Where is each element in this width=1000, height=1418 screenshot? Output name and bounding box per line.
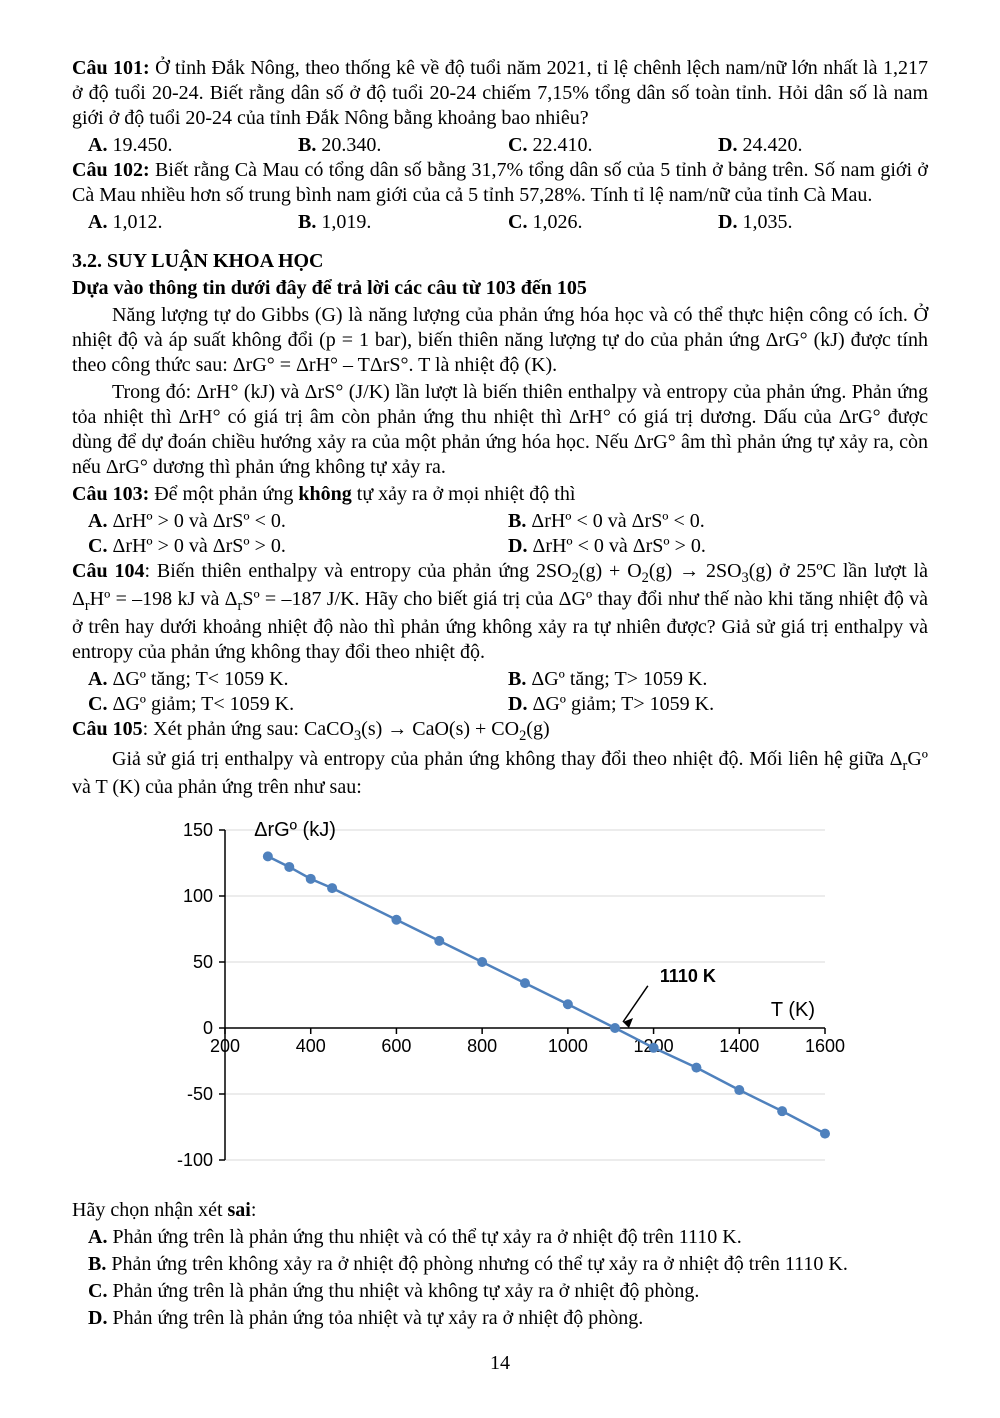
q104-a: ΔGº tăng; T< 1059 K. <box>112 668 288 690</box>
q102-text: Biết rằng Cà Mau có tổng dân số bằng 31,… <box>72 159 928 206</box>
q105: Câu 105: Xét phản ứng sau: CaCO3(s) → Ca… <box>72 717 928 745</box>
q103-label: Câu 103: <box>72 483 149 505</box>
postchart-prompt: Hãy chọn nhận xét sai: <box>72 1198 928 1223</box>
section-3-2-heading: 3.2. SUY LUẬN KHOA HỌC <box>72 249 928 274</box>
svg-text:1600: 1600 <box>805 1036 845 1056</box>
svg-text:-100: -100 <box>177 1150 213 1170</box>
q105-para: Giả sử giá trị enthalpy và entropy của p… <box>72 747 928 800</box>
q104-text: : Biến thiên enthalpy và entropy của phả… <box>72 560 928 663</box>
q102-d: 1,035. <box>742 211 792 233</box>
q103-options-row2: C. ΔrHº > 0 và ΔrSº > 0. D. ΔrHº < 0 và … <box>72 534 928 559</box>
q105-text: : Xét phản ứng sau: CaCO3(s) → CaO(s) + … <box>143 718 550 740</box>
q105-opt-b: B. Phản ứng trên không xảy ra ở nhiệt độ… <box>72 1252 928 1277</box>
svg-text:100: 100 <box>183 886 213 906</box>
q104-options-row1: A. ΔGº tăng; T< 1059 K. B. ΔGº tăng; T> … <box>72 667 928 692</box>
q103-options-row1: A. ΔrHº > 0 và ΔrSº < 0. B. ΔrHº < 0 và … <box>72 509 928 534</box>
svg-text:150: 150 <box>183 820 213 840</box>
q101-label: Câu 101: <box>72 57 150 79</box>
q102-options: A. 1,012. B. 1,019. C. 1,026. D. 1,035. <box>72 210 928 235</box>
q104-options-row2: C. ΔGº giảm; T< 1059 K. D. ΔGº giảm; T> … <box>72 692 928 717</box>
paragraph-1: Năng lượng tự do Gibbs (G) là năng lượng… <box>72 303 928 378</box>
q101: Câu 101: Ở tỉnh Đắk Nông, theo thống kê … <box>72 56 928 131</box>
svg-text:0: 0 <box>203 1018 213 1038</box>
q104-b: ΔGº tăng; T> 1059 K. <box>531 668 707 690</box>
q101-d: 24.420. <box>742 134 802 156</box>
q101-c: 22.410. <box>532 134 592 156</box>
svg-text:50: 50 <box>193 952 213 972</box>
opt-b-label: B. <box>298 134 321 156</box>
q103: Câu 103: Để một phản ứng không tự xảy ra… <box>72 482 928 507</box>
q101-a: 19.450. <box>112 134 172 156</box>
opt-c-label: C. <box>508 134 532 156</box>
q104-label: Câu 104 <box>72 560 144 582</box>
page-number: 14 <box>72 1351 928 1376</box>
q102: Câu 102: Biết rằng Cà Mau có tổng dân số… <box>72 158 928 208</box>
svg-text:-50: -50 <box>187 1084 213 1104</box>
svg-text:ΔrGº (kJ): ΔrGº (kJ) <box>254 819 336 841</box>
svg-text:1110 K: 1110 K <box>660 966 716 986</box>
q105-opt-d: D. Phản ứng trên là phản ứng tỏa nhiệt v… <box>72 1306 928 1331</box>
svg-text:1400: 1400 <box>719 1036 759 1056</box>
q103-c: ΔrHº > 0 và ΔrSº > 0. <box>112 535 285 557</box>
svg-text:1000: 1000 <box>548 1036 588 1056</box>
q105-opt-a: A. Phản ứng trên là phản ứng thu nhiệt v… <box>72 1225 928 1250</box>
q101-b: 20.340. <box>321 134 381 156</box>
q103-a: ΔrHº > 0 và ΔrSº < 0. <box>112 510 285 532</box>
q105-opt-c: C. Phản ứng trên là phản ứng thu nhiệt v… <box>72 1279 928 1304</box>
opt-d-label: D. <box>718 134 742 156</box>
q101-text: Ở tỉnh Đắk Nông, theo thống kê về độ tuổ… <box>72 57 928 129</box>
q104-d: ΔGº giảm; T> 1059 K. <box>532 693 714 715</box>
svg-text:600: 600 <box>381 1036 411 1056</box>
q102-label: Câu 102: <box>72 159 150 181</box>
gibbs-chart: -100-50050100150200400600800100012001400… <box>145 810 855 1190</box>
svg-text:800: 800 <box>467 1036 497 1056</box>
svg-text:400: 400 <box>296 1036 326 1056</box>
q103-b: ΔrHº < 0 và ΔrSº < 0. <box>531 510 704 532</box>
opt-a-label: A. <box>88 134 112 156</box>
q102-a: 1,012. <box>112 211 162 233</box>
svg-text:200: 200 <box>210 1036 240 1056</box>
q104: Câu 104: Biến thiên enthalpy và entropy … <box>72 559 928 665</box>
svg-text:T (K): T (K) <box>771 999 815 1021</box>
paragraph-2: Trong đó: ΔrH° (kJ) và ΔrS° (J/K) lần lư… <box>72 380 928 480</box>
intro-heading: Dựa vào thông tin dưới đây để trả lời cá… <box>72 276 928 301</box>
q103-d: ΔrHº < 0 và ΔrSº > 0. <box>532 535 705 557</box>
q102-b: 1,019. <box>321 211 371 233</box>
q104-c: ΔGº giảm; T< 1059 K. <box>112 693 294 715</box>
q101-options: A. 19.450. B. 20.340. C. 22.410. D. 24.4… <box>72 133 928 158</box>
q102-c: 1,026. <box>532 211 582 233</box>
q105-label: Câu 105 <box>72 718 143 740</box>
